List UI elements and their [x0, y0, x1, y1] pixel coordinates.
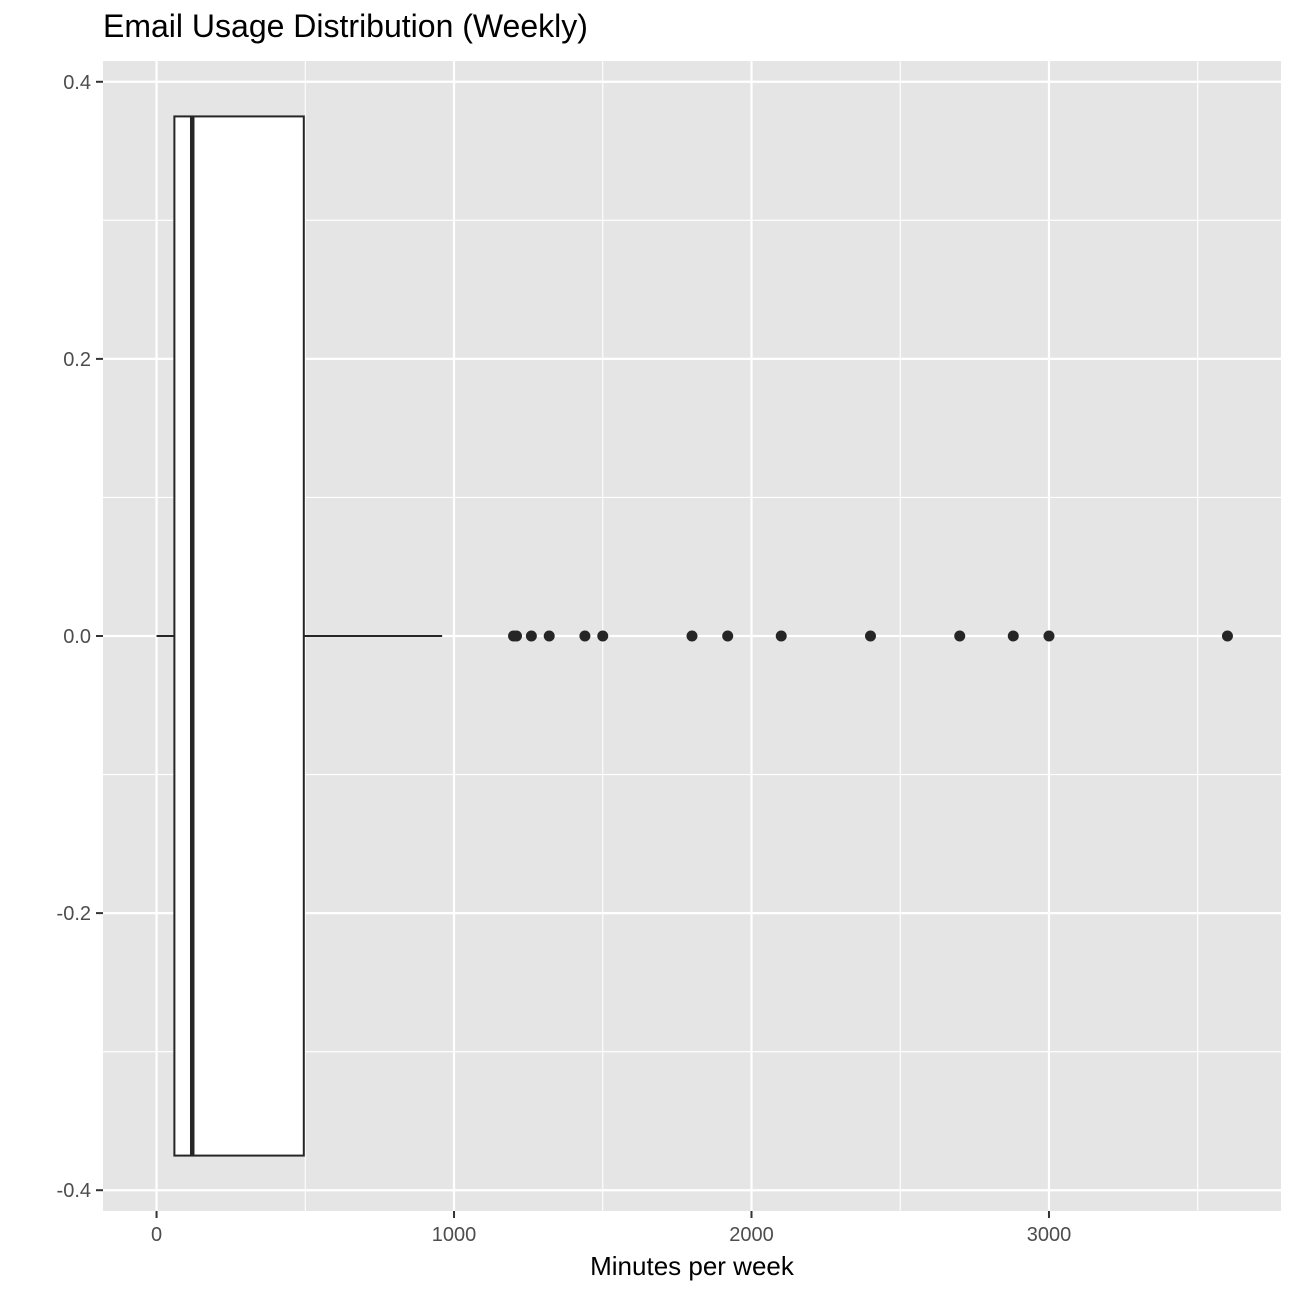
- outlier-point: [543, 630, 555, 642]
- y-tick-label: -0.2: [57, 903, 91, 925]
- x-tick-label: 0: [151, 1224, 162, 1246]
- outlier-point: [954, 630, 966, 642]
- iqr-box: [173, 115, 305, 1157]
- outlier-point: [525, 630, 537, 642]
- outlier-point: [1221, 630, 1233, 642]
- outlier-points: [508, 630, 1233, 642]
- y-tick-label: -0.4: [57, 1180, 91, 1202]
- x-tick-label: 3000: [1027, 1224, 1072, 1246]
- chart-title: Email Usage Distribution (Weekly): [103, 8, 588, 44]
- outlier-point: [686, 630, 698, 642]
- axes: 0 1000 2000 3000 -0.4 -0.2 0.0 0.2 0.4: [57, 72, 1072, 1246]
- y-tick-label: 0.0: [63, 626, 91, 648]
- outlier-point: [722, 630, 734, 642]
- outlier-point: [1043, 630, 1055, 642]
- outlier-point: [579, 630, 591, 642]
- x-tick-label: 1000: [432, 1224, 477, 1246]
- outlier-point: [864, 630, 876, 642]
- outlier-point: [597, 630, 609, 642]
- outlier-point: [510, 630, 522, 642]
- x-tick-label: 2000: [729, 1224, 774, 1246]
- box-group: [156, 115, 443, 1157]
- y-tick-label: 0.2: [63, 349, 91, 371]
- outlier-point: [775, 630, 787, 642]
- outlier-point: [1007, 630, 1019, 642]
- x-axis-title: Minutes per week: [590, 1251, 795, 1281]
- y-tick-label: 0.4: [63, 72, 91, 94]
